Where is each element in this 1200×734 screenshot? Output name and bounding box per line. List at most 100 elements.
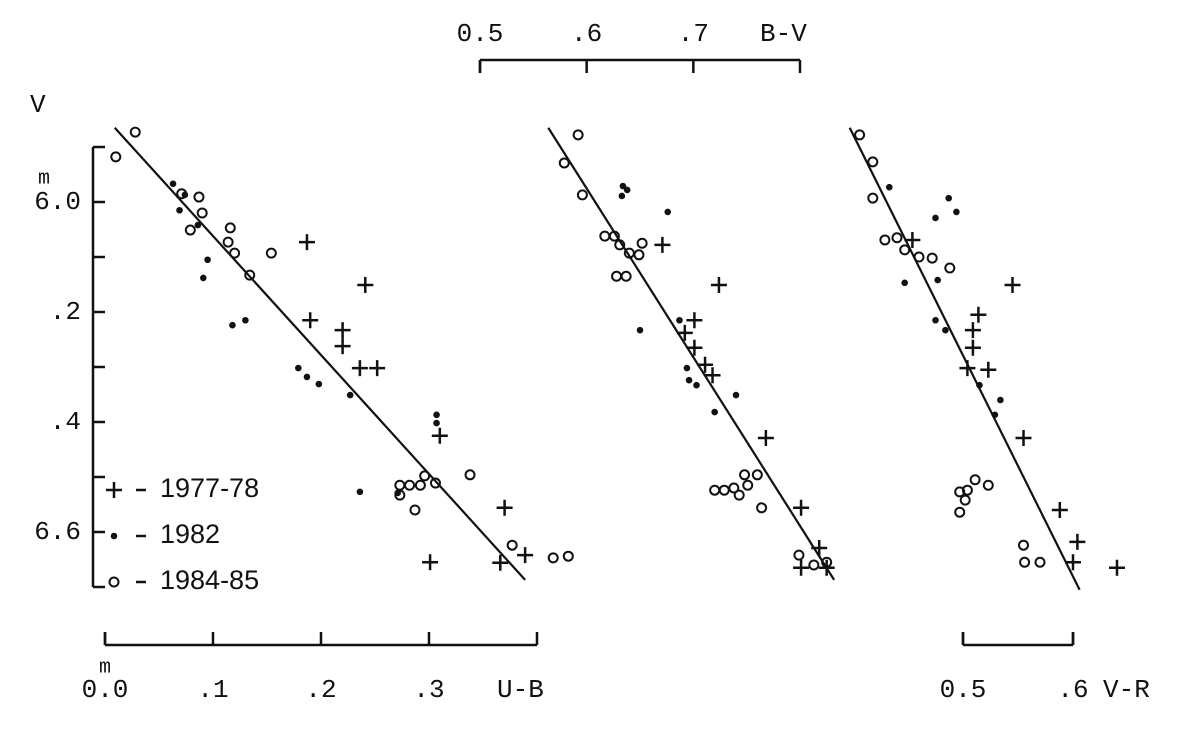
plus-point xyxy=(106,482,122,498)
dot-point xyxy=(169,180,177,188)
plus-point xyxy=(431,427,448,444)
circle-point xyxy=(108,576,120,588)
x-tick-label: 0.5 xyxy=(940,675,987,705)
plus-point xyxy=(964,322,981,339)
circle-point xyxy=(728,482,740,494)
circle-point xyxy=(229,247,241,259)
circle-point xyxy=(718,484,730,496)
dot-point xyxy=(732,391,740,399)
fit-line xyxy=(547,127,836,581)
circle-point xyxy=(394,479,406,491)
circle-point xyxy=(196,207,208,219)
dot-point xyxy=(886,183,893,191)
circle-point xyxy=(404,479,416,491)
circle-point xyxy=(409,504,421,516)
x-axis-label: B-V xyxy=(760,19,807,49)
plus-point xyxy=(1109,559,1125,576)
plus-point xyxy=(369,360,386,377)
dot-point xyxy=(932,316,939,324)
dot-point xyxy=(315,380,323,388)
dot-point xyxy=(711,408,718,416)
circle-point xyxy=(558,157,570,169)
circle-point xyxy=(394,489,406,501)
plus-point xyxy=(334,338,351,355)
circle-point xyxy=(562,550,574,562)
plus-point xyxy=(422,554,439,571)
y-tick-label: 6.0 xyxy=(34,187,81,217)
y-tick-label: 6.6 xyxy=(34,517,81,547)
circle-point xyxy=(547,552,559,564)
circle-point xyxy=(821,556,833,568)
circle-point xyxy=(265,247,277,259)
circle-point xyxy=(176,188,188,200)
dot-point xyxy=(934,276,942,284)
plus-point xyxy=(904,231,921,248)
dot-point xyxy=(945,194,953,202)
circle-point xyxy=(599,230,611,242)
x-tick-label: .3 xyxy=(413,675,444,705)
x-tick-label: .7 xyxy=(678,19,709,49)
circle-point xyxy=(954,486,966,498)
circle-point xyxy=(751,469,763,481)
circle-point xyxy=(608,230,620,242)
dot-point xyxy=(953,208,960,216)
plus-point xyxy=(1065,554,1081,571)
circle-point xyxy=(572,129,584,141)
plus-point xyxy=(818,559,835,576)
dot-point xyxy=(901,279,909,287)
plus-point xyxy=(970,306,987,323)
circle-point xyxy=(739,469,751,481)
x-tick-label: 0.5 xyxy=(457,19,504,49)
circle-point xyxy=(222,236,234,248)
circle-point xyxy=(733,489,745,501)
plus-point xyxy=(1051,502,1068,518)
plus-point xyxy=(357,277,374,294)
x-tick-label: .1 xyxy=(197,675,228,705)
dot-point xyxy=(991,411,999,419)
fit-line xyxy=(113,127,526,581)
circle-point xyxy=(961,484,973,496)
dot-point xyxy=(295,364,302,372)
circle-point xyxy=(244,269,256,281)
plus-point xyxy=(676,324,693,341)
circle-point xyxy=(633,249,645,261)
plus-point xyxy=(334,322,351,339)
fit-line xyxy=(848,127,1081,591)
legend-label: 1982 xyxy=(160,519,220,549)
circle-point xyxy=(464,469,476,481)
dot-point xyxy=(623,186,631,194)
circle-point xyxy=(899,244,911,256)
circle-point xyxy=(879,234,891,246)
circle-point xyxy=(620,270,632,282)
circle-point xyxy=(419,470,431,482)
plus-point xyxy=(757,429,774,446)
circle-point xyxy=(129,126,141,138)
circle-point xyxy=(1019,556,1031,568)
dot-point xyxy=(194,221,202,229)
dot-point xyxy=(618,192,626,200)
dot-point xyxy=(664,208,672,216)
circle-point xyxy=(808,559,820,571)
circle-point xyxy=(709,484,721,496)
x-tick-label: 0.0 xyxy=(82,675,129,705)
circle-point xyxy=(891,232,903,244)
circle-point xyxy=(867,156,879,168)
plus-point xyxy=(1069,533,1086,550)
plus-point xyxy=(710,277,727,294)
plus-point xyxy=(654,236,671,253)
x-axis-unit: m xyxy=(99,656,111,679)
circle-point xyxy=(224,222,236,234)
dot-point xyxy=(997,396,1004,404)
plus-point xyxy=(811,539,828,556)
plus-point xyxy=(686,339,703,356)
circle-point xyxy=(506,539,518,551)
plus-point xyxy=(492,554,509,571)
plus-point xyxy=(793,559,810,576)
circle-point xyxy=(944,262,956,274)
circle-point xyxy=(913,251,925,263)
dot-point xyxy=(433,411,440,419)
circle-point xyxy=(854,129,866,141)
dot-point xyxy=(683,364,691,372)
legend-label: 1984-85 xyxy=(160,565,259,595)
